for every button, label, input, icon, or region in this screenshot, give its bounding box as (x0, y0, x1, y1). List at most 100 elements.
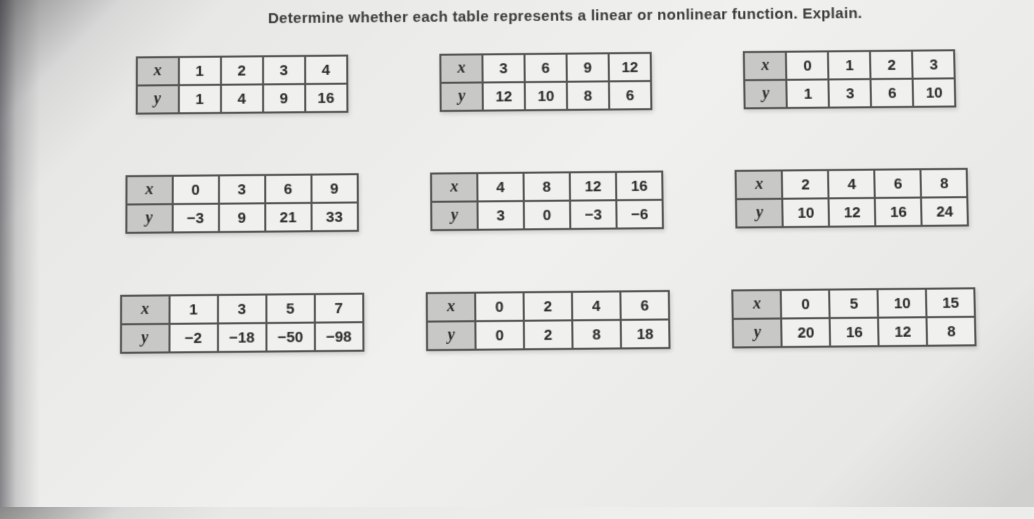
x-cell: 1 (828, 51, 871, 79)
x-header: x (126, 176, 172, 205)
data-table: x1234y14916 (135, 55, 348, 115)
y-header: y (136, 85, 178, 114)
x-cell: 10 (878, 289, 927, 318)
table-1-3: x0123y13610 (717, 49, 982, 110)
x-cell: 4 (305, 56, 347, 84)
y-cell: 12 (829, 198, 876, 227)
data-table: x0369y−392133 (125, 173, 359, 234)
y-header: y (745, 80, 788, 109)
y-cell: −50 (266, 323, 315, 352)
y-cell: 0 (524, 201, 571, 230)
x-cell: 4 (477, 173, 523, 202)
y-cell: −3 (570, 200, 617, 229)
x-cell: 1 (179, 57, 221, 85)
table-3-2: x0246y02818 (415, 290, 681, 351)
table-2-1: x0369y−392133 (109, 173, 374, 234)
worksheet-page: Determine whether each table represents … (17, 0, 1032, 519)
x-header: x (440, 54, 482, 82)
x-cell: 3 (912, 50, 955, 78)
x-cell: 6 (524, 54, 566, 82)
x-header: x (431, 173, 477, 202)
x-cell: 0 (781, 290, 830, 319)
x-cell: 6 (620, 291, 669, 320)
y-cell: 3 (477, 201, 524, 230)
x-cell: 0 (475, 292, 524, 321)
x-cell: 5 (266, 294, 314, 323)
x-cell: 2 (782, 170, 829, 199)
x-cell: 0 (786, 51, 829, 79)
x-cell: 2 (221, 56, 263, 84)
x-header: x (744, 52, 787, 80)
table-row-3: x1357y−2−18−50−98 x0246y02818 x051015y20… (99, 287, 998, 354)
page-title: Determine whether each table represents … (100, 4, 991, 29)
x-cell: 3 (263, 56, 305, 84)
x-cell: 12 (609, 53, 651, 81)
data-table: x36912y121086 (439, 52, 652, 112)
x-header: x (136, 57, 178, 85)
y-header: y (427, 321, 476, 350)
table-1-1: x1234y14916 (110, 54, 374, 115)
y-cell: 1 (787, 79, 830, 108)
y-header: y (733, 318, 782, 347)
x-cell: 1 (169, 295, 217, 324)
x-header: x (736, 170, 783, 199)
x-cell: 4 (572, 291, 621, 320)
x-cell: 6 (875, 169, 922, 198)
y-cell: 12 (878, 317, 927, 346)
y-cell: 24 (921, 197, 968, 226)
y-cell: 16 (305, 84, 347, 113)
data-table: x0123y13610 (743, 49, 957, 109)
y-header: y (736, 199, 783, 228)
y-cell: 4 (221, 84, 263, 113)
x-header: x (427, 293, 476, 322)
y-cell: −2 (169, 323, 217, 352)
y-cell: 10 (525, 82, 567, 111)
x-cell: 0 (172, 175, 218, 204)
y-cell: 6 (609, 81, 651, 110)
x-cell: 7 (314, 294, 363, 323)
y-cell: −98 (315, 322, 364, 351)
y-cell: 2 (524, 320, 573, 349)
y-cell: 3 (829, 79, 872, 108)
x-cell: 6 (265, 175, 311, 204)
x-cell: 8 (524, 172, 571, 201)
x-cell: 3 (219, 175, 265, 204)
x-cell: 9 (311, 174, 357, 203)
y-cell: 9 (219, 203, 265, 232)
data-table: x051015y2016128 (732, 287, 977, 348)
y-cell: 8 (927, 317, 976, 346)
data-table: x481216y30−3−6 (430, 171, 664, 232)
x-cell: 3 (218, 295, 266, 324)
x-header: x (733, 290, 782, 319)
y-cell: 8 (567, 81, 609, 110)
y-cell: −3 (172, 204, 218, 233)
y-cell: 0 (475, 321, 524, 350)
y-cell: 16 (875, 198, 922, 227)
x-cell: 4 (828, 170, 875, 199)
table-row-1: x1234y14916 x36912y121086 x0123y13610 (100, 49, 993, 115)
y-header: y (121, 324, 170, 353)
y-cell: −18 (218, 323, 266, 352)
x-cell: 15 (926, 288, 975, 317)
y-header: y (126, 204, 172, 233)
table-3-3: x051015y2016128 (721, 287, 988, 348)
y-cell: 8 (572, 320, 621, 349)
y-cell: 16 (830, 318, 879, 347)
x-cell: 16 (616, 172, 663, 201)
y-cell: 18 (621, 319, 670, 348)
x-cell: 9 (567, 53, 609, 81)
table-3-1: x1357y−2−18−50−98 (109, 293, 375, 354)
table-2-3: x2468y10121624 (719, 168, 985, 229)
y-cell: 20 (781, 318, 830, 347)
y-cell: 1 (179, 85, 221, 114)
table-row-2: x0369y−392133 x481216y30−3−6 x2468y10121… (99, 168, 995, 234)
y-cell: 21 (265, 203, 311, 232)
y-cell: −6 (616, 200, 663, 229)
y-cell: 10 (783, 198, 830, 227)
y-cell: 10 (913, 78, 956, 107)
data-table: x2468y10121624 (735, 168, 969, 229)
y-cell: 12 (483, 82, 525, 111)
y-cell: 6 (871, 79, 914, 108)
data-table: x1357y−2−18−50−98 (120, 293, 364, 354)
y-header: y (431, 201, 477, 230)
